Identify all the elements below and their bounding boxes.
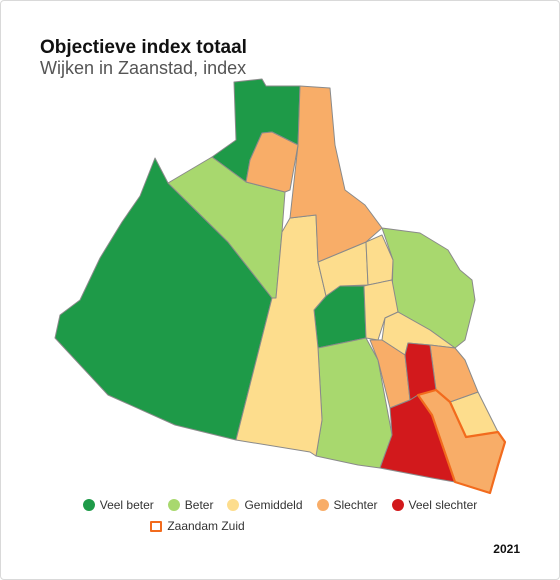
district-center-north-b[interactable] — [365, 234, 394, 286]
legend-item-veel-beter[interactable]: Veel beter — [82, 498, 154, 512]
legend-row-highlight: Zaandam Zuid — [0, 518, 560, 534]
legend-dot-icon — [316, 499, 329, 511]
legend-dot-icon — [82, 499, 95, 511]
district-west-large[interactable] — [54, 157, 273, 441]
district-north-center[interactable] — [289, 85, 383, 263]
legend-label: Veel slechter — [408, 498, 478, 512]
legend-item-veel-slechter[interactable]: Veel slechter — [391, 498, 478, 512]
legend-label: Gemiddeld — [244, 498, 303, 512]
legend-label: Beter — [184, 498, 214, 512]
legend-dot-icon — [167, 499, 180, 511]
legend-label: Slechter — [333, 498, 378, 512]
district-center-mid[interactable] — [363, 279, 399, 341]
district-north-small[interactable] — [245, 131, 299, 193]
legend-row-categories: Veel beter Beter Gemiddeld Slechter Veel… — [0, 497, 560, 513]
legend-item-slechter[interactable]: Slechter — [316, 498, 378, 512]
map-title: Objectieve index totaal — [40, 37, 247, 58]
legend-label: Zaandam Zuid — [167, 519, 245, 533]
map-subtitle: Wijken in Zaanstad, index — [40, 58, 247, 78]
year-label: 2021 — [493, 542, 520, 556]
legend-dot-icon — [227, 499, 240, 511]
legend-item-zaandam-zuid[interactable]: Zaandam Zuid — [150, 519, 245, 533]
legend-item-beter[interactable]: Beter — [167, 498, 214, 512]
legend-label: Veel beter — [99, 498, 154, 512]
highlight-square-icon — [150, 520, 163, 532]
district-zaandam-zuid[interactable] — [416, 388, 507, 495]
map-legend: Veel beter Beter Gemiddeld Slechter Veel… — [0, 497, 560, 534]
legend-dot-icon — [391, 499, 404, 511]
legend-item-gemiddeld[interactable]: Gemiddeld — [227, 498, 303, 512]
